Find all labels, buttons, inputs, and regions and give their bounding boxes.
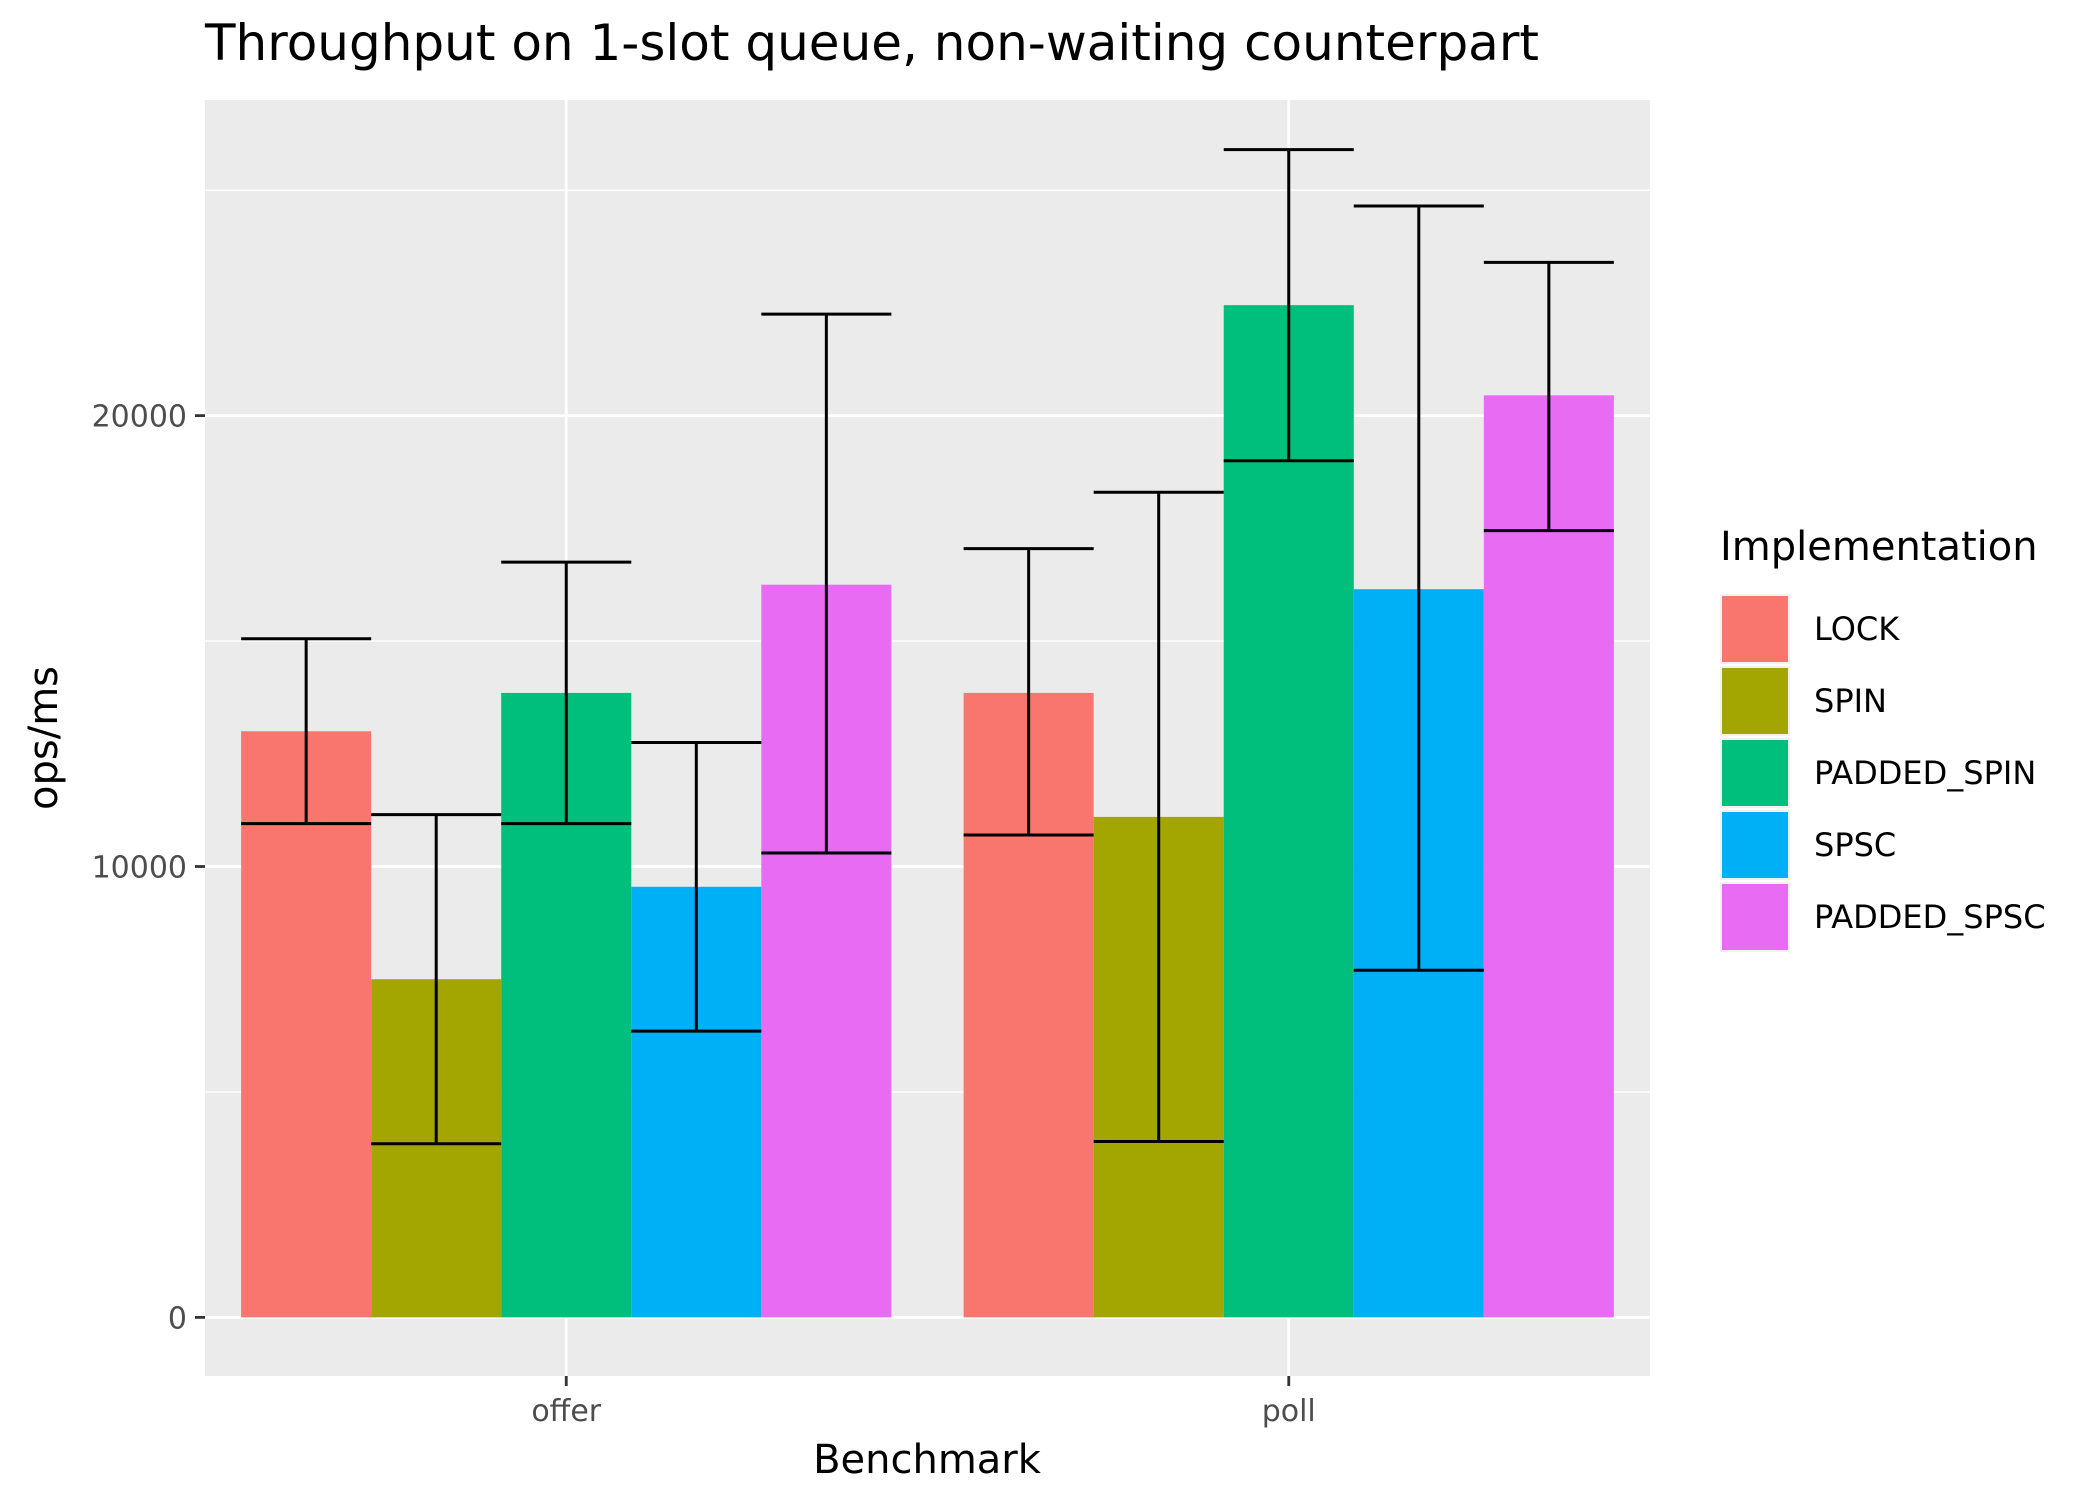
- error-bar-spsc-offer: [631, 741, 762, 1033]
- error-bar-spin-offer: [371, 813, 502, 1146]
- bar-lock-offer: [241, 731, 372, 1318]
- y-tick-label: 10000: [92, 851, 187, 886]
- error-bar-spin-poll: [1093, 490, 1224, 1144]
- legend-key-swatch: [1722, 740, 1788, 806]
- y-tick-label: 20000: [92, 400, 187, 435]
- legend: Implementation LOCK SPIN PADDED_SPIN SPSC PA…: [1720, 524, 2046, 952]
- y-axis: 0 10000 20000: [92, 400, 205, 1336]
- x-axis: offer poll: [531, 1376, 1316, 1429]
- legend-label: LOCK: [1814, 610, 1900, 648]
- legend-label: SPIN: [1814, 682, 1887, 720]
- x-tick-label-poll: poll: [1262, 1394, 1316, 1429]
- legend-item-lock: LOCK: [1720, 594, 1900, 664]
- legend-item-spsc: SPSC: [1720, 810, 1896, 880]
- legend-item-spin: SPIN: [1720, 666, 1887, 736]
- legend-title: Implementation: [1720, 524, 2038, 570]
- error-bar-lock-poll: [963, 547, 1094, 837]
- legend-item-padded-spsc: PADDED_SPSC: [1720, 882, 2046, 952]
- legend-key-swatch: [1722, 668, 1788, 734]
- chart-title: Throughput on 1-slot queue, non-waiting …: [204, 14, 1539, 72]
- legend-label: PADDED_SPSC: [1814, 898, 2046, 936]
- error-bars: [241, 148, 1614, 1146]
- error-bar-padded-spsc-poll: [1483, 260, 1614, 533]
- legend-key-swatch: [1722, 884, 1788, 950]
- legend-label: PADDED_SPIN: [1814, 754, 2036, 792]
- bar-padded-spin-poll: [1223, 305, 1354, 1318]
- legend-key-swatch: [1722, 812, 1788, 878]
- bars: [241, 305, 1614, 1318]
- legend-label: SPSC: [1814, 826, 1896, 864]
- error-bar-padded-spin-offer: [501, 560, 632, 826]
- bar-padded-spsc-poll: [1483, 395, 1614, 1318]
- error-bar-spsc-poll: [1353, 204, 1484, 972]
- error-bar-padded-spsc-offer: [761, 312, 892, 855]
- y-axis-title: ops/ms: [21, 666, 67, 810]
- error-bar-padded-spin-poll: [1223, 148, 1354, 463]
- legend-item-padded-spin: PADDED_SPIN: [1720, 738, 2036, 808]
- legend-key-swatch: [1722, 596, 1788, 662]
- x-axis-title: Benchmark: [813, 1437, 1042, 1483]
- legend-items: LOCK SPIN PADDED_SPIN SPSC PADDED_SPSC: [1720, 594, 2046, 952]
- x-tick-label-offer: offer: [531, 1394, 601, 1429]
- error-bar-lock-offer: [241, 637, 372, 826]
- y-tick-label: 0: [168, 1301, 187, 1336]
